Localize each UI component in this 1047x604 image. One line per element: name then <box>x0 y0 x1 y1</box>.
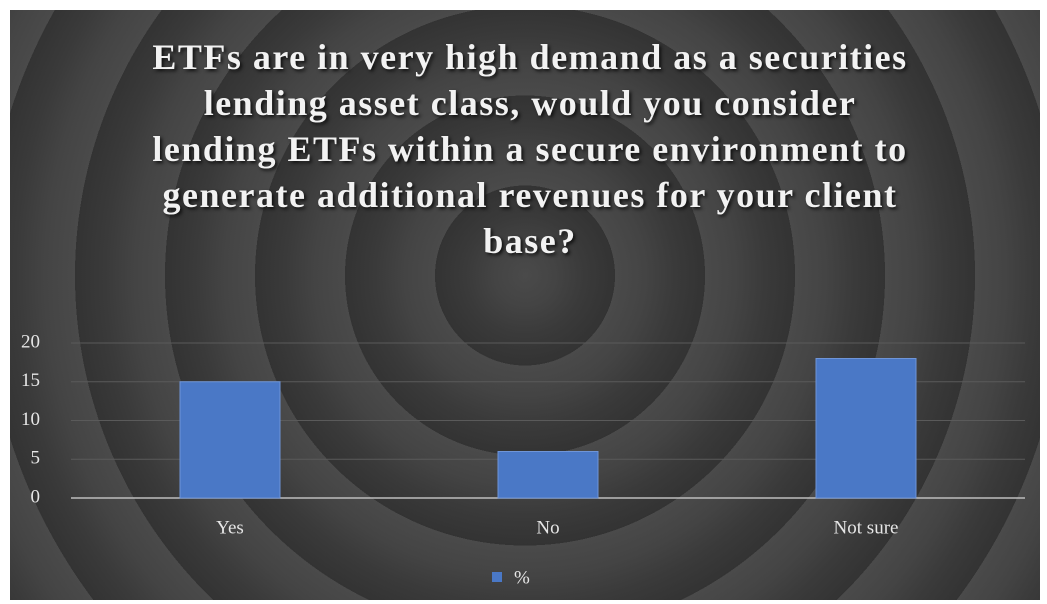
legend-swatch <box>492 572 502 582</box>
chart-background <box>10 10 1040 600</box>
y-tick-label: 0 <box>31 486 41 507</box>
x-tick-label: Yes <box>216 517 244 538</box>
bar <box>497 451 599 499</box>
x-tick-label: Not sure <box>834 517 899 538</box>
y-tick-label: 5 <box>31 448 41 469</box>
chart-title: ETFs are in very high demand as a securi… <box>152 37 908 261</box>
y-tick-label: 10 <box>21 409 40 430</box>
bar <box>179 381 281 499</box>
y-tick-label: 15 <box>21 370 40 391</box>
legend-label: % <box>514 567 530 588</box>
x-tick-label: No <box>536 517 559 538</box>
y-tick-label: 20 <box>21 331 40 352</box>
bar <box>815 358 917 499</box>
